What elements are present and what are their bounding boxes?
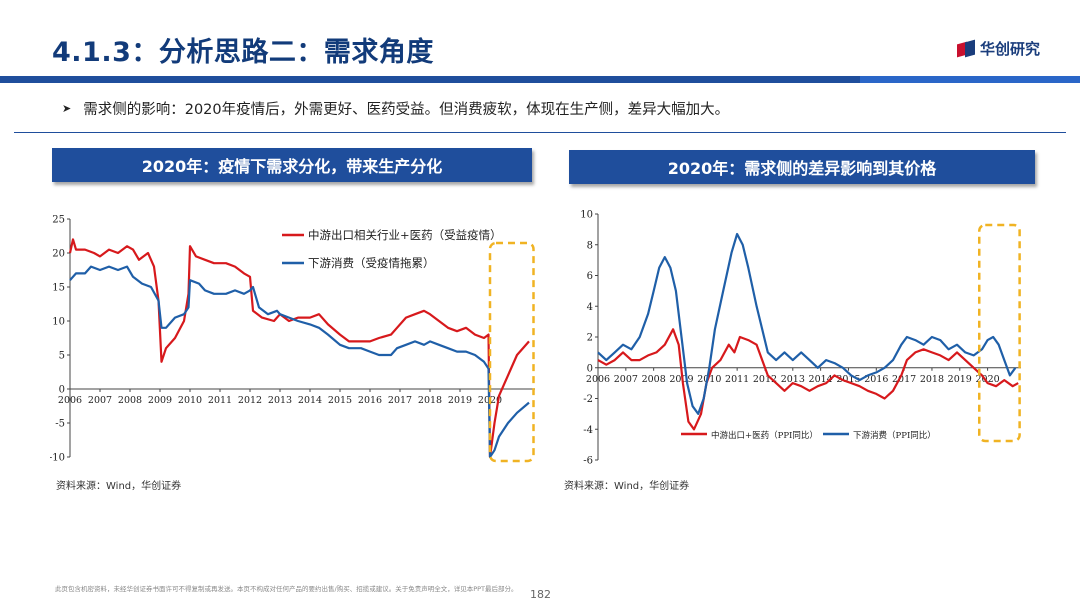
x-tick-label: 2015 xyxy=(836,374,860,385)
legend-label: 下游消费（PPI同比） xyxy=(853,430,936,441)
series-line-blue xyxy=(69,265,530,459)
y-tick-label: -4 xyxy=(583,425,593,436)
x-tick-label: 2009 xyxy=(148,395,172,406)
y-tick-label: 15 xyxy=(52,283,65,294)
x-tick-label: 2008 xyxy=(118,395,142,406)
y-tick-label: 4 xyxy=(587,302,593,313)
x-tick-label: 2016 xyxy=(864,374,888,385)
x-tick-label: 2006 xyxy=(586,374,610,385)
x-tick-label: 2013 xyxy=(268,395,292,406)
x-tick-label: 2019 xyxy=(448,395,472,406)
logo-icon xyxy=(957,40,975,58)
y-tick-label: -5 xyxy=(55,419,65,430)
x-tick-label: 2007 xyxy=(614,374,638,385)
highlight-box-2020 xyxy=(978,223,1021,443)
highlight-box-2020 xyxy=(488,241,535,463)
y-tick-label: 8 xyxy=(587,240,593,251)
series-line-blue xyxy=(597,232,1017,415)
x-tick-label: 2012 xyxy=(753,374,777,385)
y-tick-label: 2 xyxy=(587,333,593,344)
x-tick-label: 2008 xyxy=(642,374,666,385)
y-tick-label: 6 xyxy=(587,271,593,282)
x-tick-label: 2015 xyxy=(328,395,352,406)
x-tick-label: 2017 xyxy=(388,395,412,406)
x-tick-label: 2012 xyxy=(238,395,262,406)
x-tick-label: 2018 xyxy=(920,374,944,385)
y-tick-label: 0 xyxy=(59,385,65,396)
x-tick-label: 2019 xyxy=(948,374,972,385)
header-bar xyxy=(0,76,1080,83)
y-tick-label: 10 xyxy=(52,317,65,328)
x-tick-label: 2013 xyxy=(781,374,805,385)
y-tick-label: 25 xyxy=(52,215,65,226)
x-tick-label: 2017 xyxy=(892,374,916,385)
bullet-text: 需求侧的影响：2020年疫情后，外需更好、医药受益。但消费疲软，体现在生产侧，差… xyxy=(83,102,730,118)
y-tick-label: 10 xyxy=(580,210,593,221)
left-chart-source: 资料来源：Wind，华创证券 xyxy=(56,481,182,492)
legend-label: 中游出口相关行业+医药（受益疫情） xyxy=(308,228,502,242)
left-chart-title: 2020年：疫情下需求分化，带来生产分化 xyxy=(52,148,532,182)
x-tick-label: 2014 xyxy=(809,374,833,385)
x-tick-label: 2006 xyxy=(58,395,82,406)
x-tick-label: 2016 xyxy=(358,395,382,406)
series-line-red xyxy=(597,328,1019,431)
page-number: 182 xyxy=(530,588,551,601)
x-tick-label: 2018 xyxy=(418,395,442,406)
series-line-red xyxy=(68,238,530,459)
x-tick-label: 2011 xyxy=(725,374,749,385)
right-chart-title: 2020年：需求侧的差异影响到其价格 xyxy=(569,150,1035,184)
legend-label: 下游消费（受疫情拖累） xyxy=(308,256,435,270)
x-tick-label: 2010 xyxy=(178,395,202,406)
logo-text: 华创研究 xyxy=(979,40,1040,58)
x-tick-label: 2014 xyxy=(298,395,322,406)
right-chart-source: 资料来源：Wind，华创证券 xyxy=(564,481,690,492)
page-title: 4.1.3：分析思路二：需求角度 xyxy=(52,37,434,68)
x-tick-label: 2011 xyxy=(208,395,232,406)
y-tick-label: -10 xyxy=(50,453,65,464)
y-tick-label: 0 xyxy=(587,363,593,374)
bullet-point: ➤ 需求侧的影响：2020年疫情后，外需更好、医药受益。但消费疲软，体现在生产侧… xyxy=(62,98,729,119)
x-tick-label: 2007 xyxy=(88,395,112,406)
brand-logo: 华创研究 xyxy=(957,38,1040,59)
legend-label: 中游出口+医药（PPI同比） xyxy=(711,430,818,441)
y-tick-label: -2 xyxy=(583,394,593,405)
y-tick-label: 20 xyxy=(52,249,65,260)
y-tick-label: 5 xyxy=(59,351,65,362)
y-tick-label: -6 xyxy=(583,456,593,467)
x-tick-label: 2020 xyxy=(976,374,1000,385)
section-divider xyxy=(14,132,1066,133)
x-tick-label: 2010 xyxy=(697,374,721,385)
arrow-bullet-icon: ➤ xyxy=(62,102,72,115)
footer-disclaimer: 此页包含机密资料，未经华创证券书面许可不得复制或再发送。本页不构成对任何产品的要… xyxy=(55,585,518,593)
